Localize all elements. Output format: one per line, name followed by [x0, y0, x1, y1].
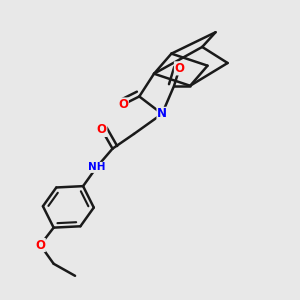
Text: N: N — [157, 107, 167, 120]
Text: O: O — [97, 123, 107, 136]
Text: NH: NH — [88, 162, 105, 172]
Text: O: O — [174, 62, 184, 75]
Text: O: O — [118, 98, 128, 111]
Text: O: O — [35, 238, 45, 251]
